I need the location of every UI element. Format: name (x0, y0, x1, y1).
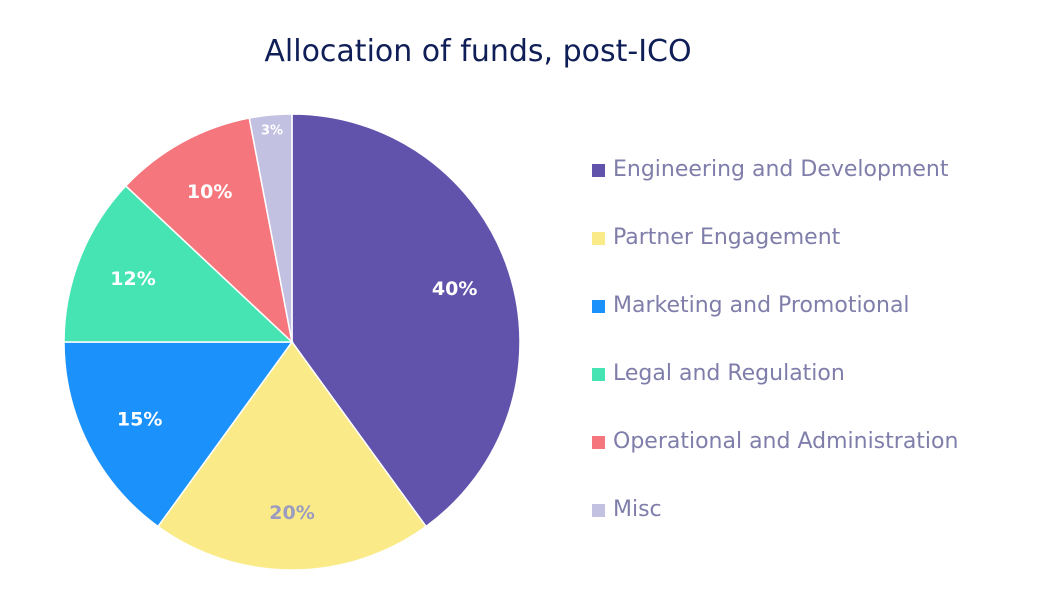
legend-item-partner: Partner Engagement (592, 220, 958, 288)
chart-title: Allocation of funds, post-ICO (264, 34, 692, 69)
slice-value-label: 12% (110, 268, 155, 290)
slice-value-label: 20% (269, 502, 314, 524)
legend-swatch (592, 368, 605, 381)
legend-label: Legal and Regulation (613, 361, 845, 386)
slice-value-label: 3% (261, 123, 283, 138)
legend-swatch (592, 504, 605, 517)
chart-legend: Engineering and Development Partner Enga… (592, 152, 958, 560)
legend-label: Operational and Administration (613, 429, 959, 454)
pie-slice-marketing-and-promotional (63, 341, 294, 528)
slice-value-label: 10% (187, 181, 232, 203)
legend-item-legal: Legal and Regulation (592, 356, 958, 424)
legend-label: Engineering and Development (613, 157, 949, 182)
legend-label: Partner Engagement (613, 225, 841, 250)
legend-swatch (592, 164, 605, 177)
legend-swatch (592, 232, 605, 245)
legend-label: Marketing and Promotional (613, 293, 910, 318)
pie-slice-partner-engagement (156, 340, 428, 571)
legend-label: Misc (613, 497, 662, 522)
legend-item-marketing: Marketing and Promotional (592, 288, 958, 356)
pie-slice-engineering-and-development (291, 113, 521, 528)
legend-swatch (592, 300, 605, 313)
slice-value-label: 15% (117, 409, 162, 431)
pie-slice-misc (248, 113, 293, 343)
legend-item-engineering: Engineering and Development (592, 152, 958, 220)
pie-slice-legal-and-regulation (63, 184, 294, 343)
pie-slice-operational-and-administration (124, 117, 294, 345)
legend-item-misc: Misc (592, 492, 958, 560)
legend-item-operational: Operational and Administration (592, 424, 958, 492)
slice-value-label: 40% (432, 278, 477, 300)
legend-swatch (592, 436, 605, 449)
